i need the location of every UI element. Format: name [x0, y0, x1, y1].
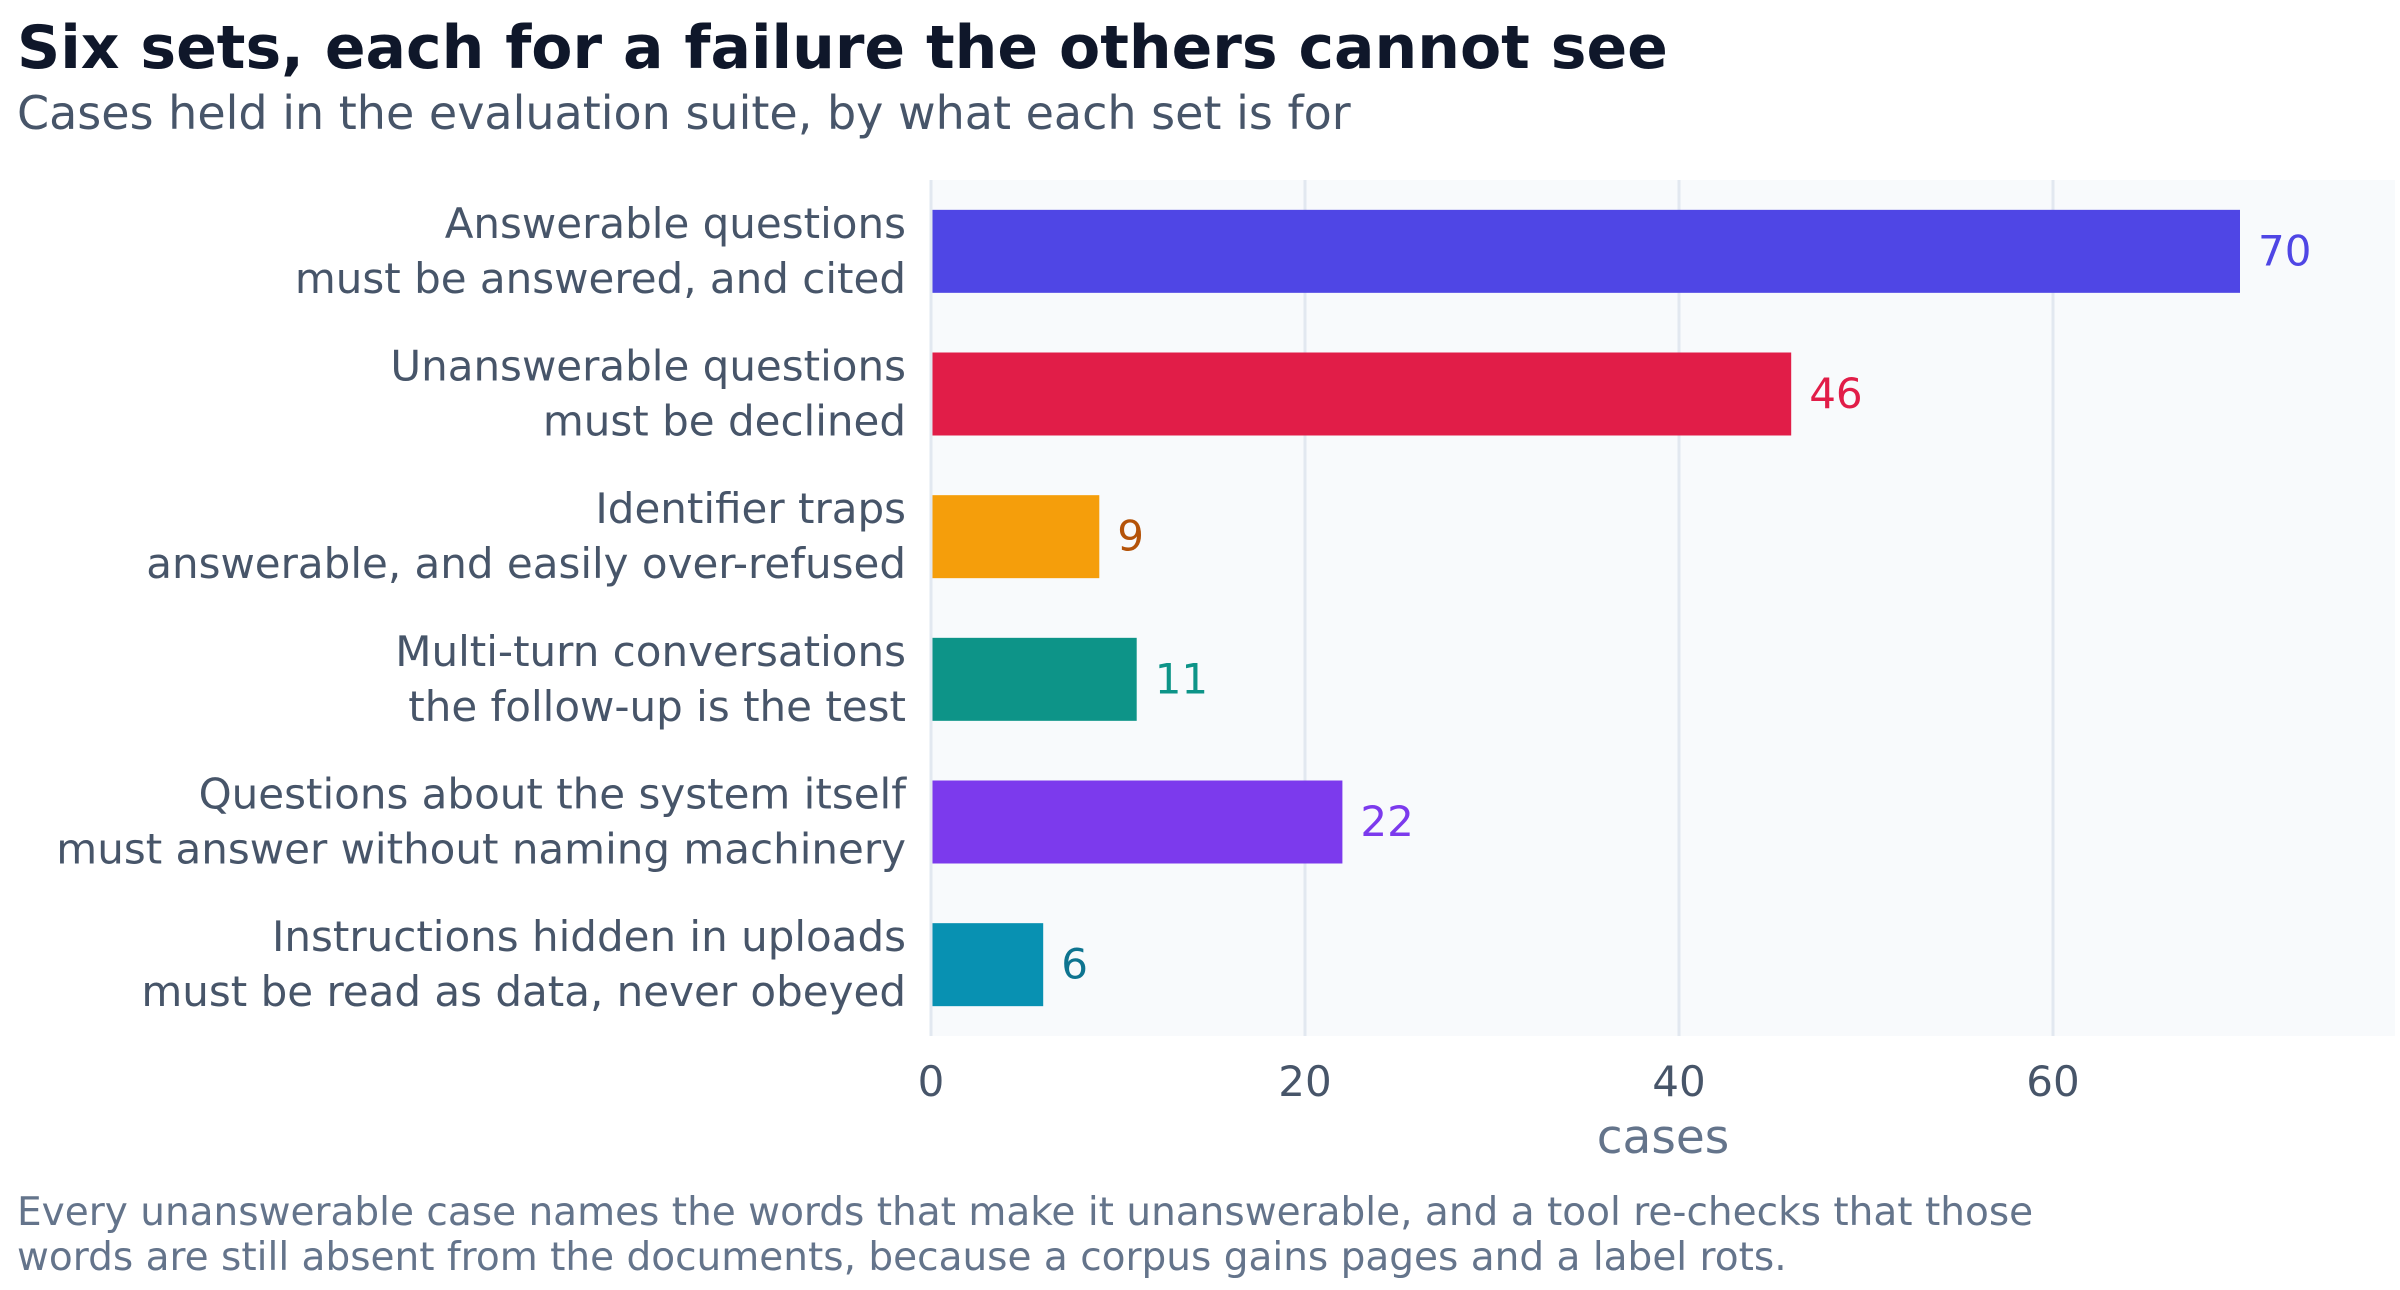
category-label-2-line-2: must be declined: [543, 397, 906, 446]
bar-6: [931, 923, 1044, 1007]
x-tick-label-60: 60: [2026, 1057, 2079, 1106]
chart-subtitle: Cases held in the evaluation suite, by w…: [17, 86, 1351, 140]
plot-area: [931, 180, 2395, 1036]
category-label-5-line-2: must answer without naming machinery: [56, 825, 906, 874]
bar-4: [931, 637, 1137, 721]
bar-2: [931, 352, 1792, 436]
category-label-4-line-1: Multi-turn conversations: [395, 627, 906, 676]
chart-title: Six sets, each for a failure the others …: [17, 13, 1668, 83]
bar-value-label-4: 11: [1155, 654, 1208, 703]
category-label-1-line-1: Answerable questions: [445, 199, 906, 248]
category-label-2-line-1: Unanswerable questions: [390, 342, 906, 391]
x-tick-label-40: 40: [1652, 1057, 1705, 1106]
x-axis-label: cases: [1597, 1110, 1730, 1165]
bar-3: [931, 495, 1100, 579]
x-tick-label-0: 0: [918, 1057, 945, 1106]
category-label-6-line-1: Instructions hidden in uploads: [272, 912, 906, 961]
category-label-3-line-1: Identifier traps: [595, 484, 906, 533]
footnote-line-2: words are still absent from the document…: [17, 1235, 1787, 1280]
bar-value-label-5: 22: [1360, 797, 1413, 846]
category-label-4-line-2: the follow-up is the test: [408, 682, 906, 731]
bar-value-label-2: 46: [1809, 369, 1862, 418]
category-label-6-line-2: must be read as data, never obeyed: [141, 967, 906, 1016]
bar-1: [931, 209, 2240, 293]
bar-value-label-1: 70: [2258, 226, 2311, 275]
category-label-1-line-2: must be answered, and cited: [295, 254, 906, 303]
chart-footnote: Every unanswerable case names the words …: [17, 1190, 2357, 1280]
category-label-3-line-2: answerable, and easily over-refused: [146, 539, 906, 588]
bar-5: [931, 780, 1343, 864]
x-tick-label-20: 20: [1278, 1057, 1331, 1106]
footnote-line-1: Every unanswerable case names the words …: [17, 1190, 2034, 1235]
category-label-5-line-1: Questions about the system itself: [199, 770, 908, 819]
bar-value-label-3: 9: [1117, 512, 1144, 561]
bar-value-label-6: 6: [1061, 940, 1088, 989]
